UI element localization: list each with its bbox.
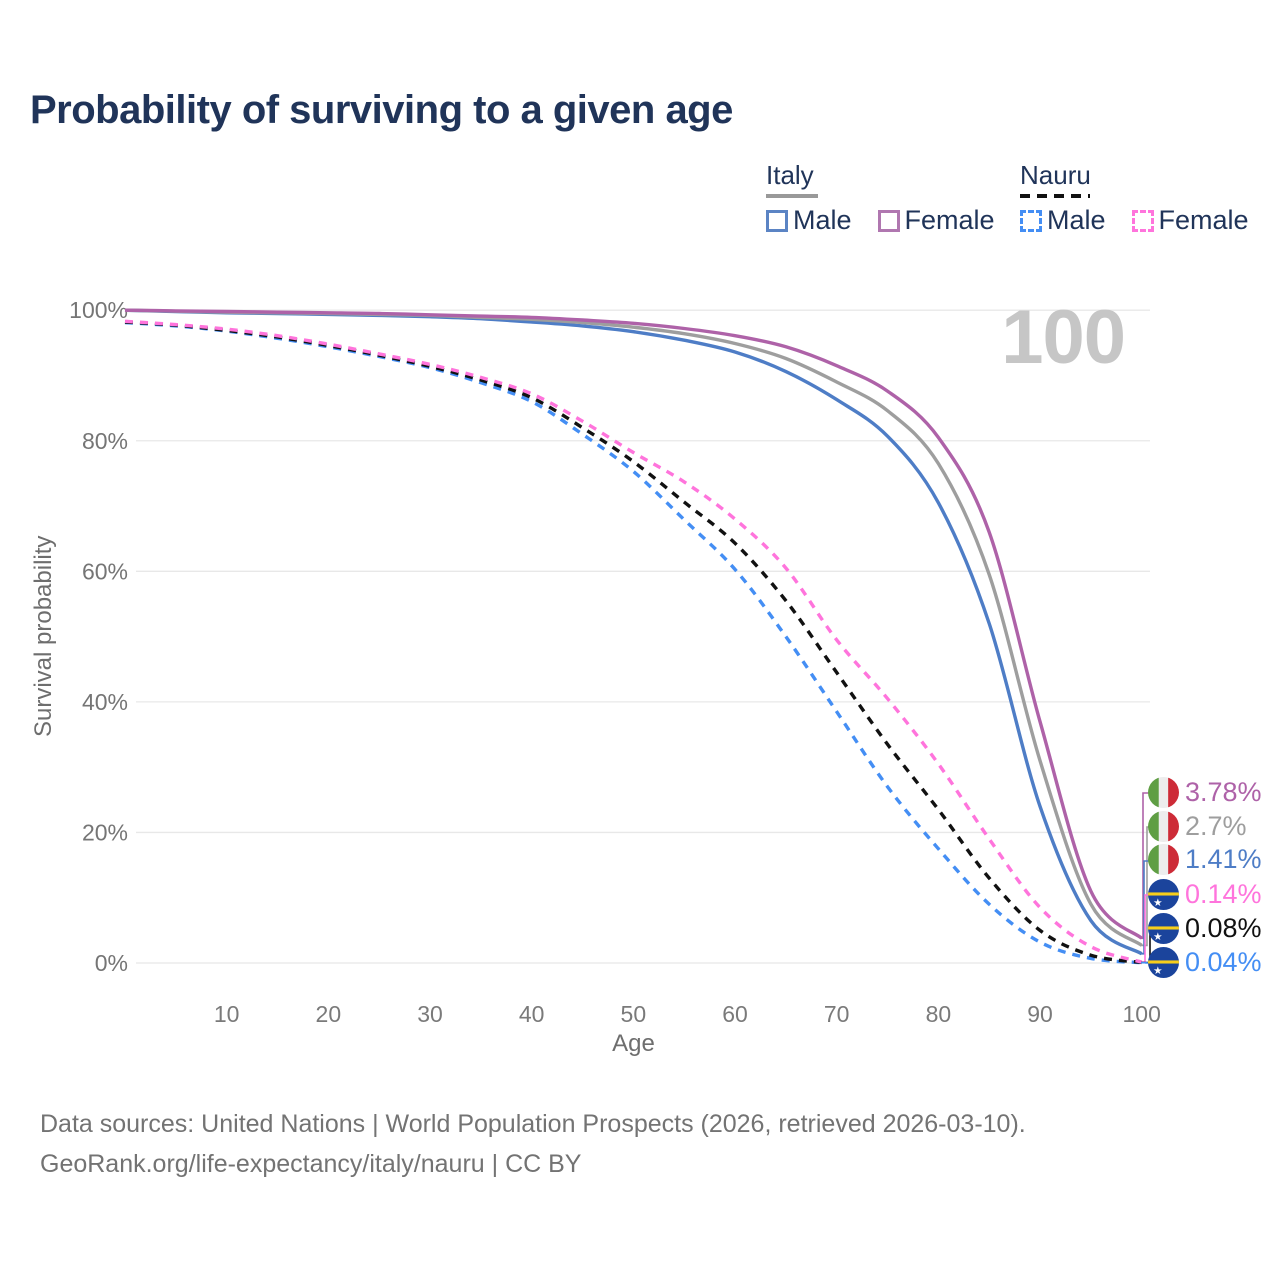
x-tick-label: 10	[214, 1001, 240, 1027]
leader-line-italy-male	[1141, 860, 1152, 955]
legend-group-label-italy: Italy	[766, 160, 814, 190]
legend-group-italy: Italy Male Female	[766, 160, 995, 236]
nauru-flag-icon: ★	[1148, 947, 1179, 978]
end-label-value: 2.7%	[1185, 811, 1247, 841]
end-label-value: 1.41%	[1185, 844, 1262, 874]
curve-italy-male[interactable]	[124, 308, 1143, 956]
x-tick-label: 80	[926, 1001, 952, 1027]
y-axis-title: Survival probability	[30, 535, 57, 738]
x-tick-label: 60	[722, 1001, 748, 1027]
age-watermark: 100	[1001, 295, 1126, 380]
end-label-italy-both: 2.7%	[1148, 811, 1247, 842]
italy-flag-icon	[1148, 844, 1179, 875]
x-tick-label: 30	[417, 1001, 443, 1027]
legend-item-label: Female	[1158, 205, 1249, 235]
svg-text:★: ★	[1153, 898, 1162, 909]
legend-item-nauru-female[interactable]: Female	[1131, 205, 1249, 236]
y-tick-label: 20%	[82, 819, 128, 845]
x-tick-label: 50	[621, 1001, 647, 1027]
y-tick-label: 40%	[82, 689, 128, 715]
y-tick-label: 80%	[82, 428, 128, 454]
legend-item-italy-female[interactable]: Female	[877, 205, 995, 236]
x-tick-label: 20	[316, 1001, 342, 1027]
x-tick-label: 70	[824, 1001, 850, 1027]
italy-flag-icon	[1148, 811, 1179, 842]
end-label-nauru-female: ★ 0.14%	[1148, 879, 1262, 910]
legend-swatch-italy-male[interactable]	[766, 209, 788, 232]
end-label-italy-male: 1.41%	[1148, 844, 1262, 875]
legend-item-label: Male	[793, 205, 852, 235]
nauru-flag-icon: ★	[1148, 879, 1179, 910]
svg-text:★: ★	[1153, 966, 1162, 977]
data-source-line: Data sources: United Nations | World Pop…	[40, 1110, 1026, 1138]
y-tick-label: 100%	[69, 297, 128, 323]
legend-swatch-nauru-female[interactable]	[1131, 209, 1154, 232]
leader-line-italy-female	[1141, 792, 1152, 940]
legend-swatch-italy-female[interactable]	[877, 209, 900, 232]
x-tick-label: 40	[519, 1001, 545, 1027]
svg-text:★: ★	[1153, 932, 1162, 943]
y-tick-label: 0%	[95, 950, 128, 976]
x-tick-label: 100	[1123, 1001, 1161, 1027]
legend-item-nauru-male[interactable]: Male	[1020, 205, 1106, 236]
end-label-nauru-both: ★ 0.08%	[1148, 913, 1262, 944]
y-tick-label: 60%	[82, 558, 128, 584]
legend-swatch-nauru-male[interactable]	[1020, 209, 1042, 232]
legend-underline-nauru	[1020, 194, 1090, 198]
page-title: Probability of surviving to a given age	[30, 88, 733, 132]
end-label-value: 3.78%	[1185, 777, 1262, 807]
end-label-value: 0.04%	[1185, 947, 1262, 977]
legend-underline-italy	[766, 194, 818, 198]
legend-item-label: Female	[904, 205, 995, 235]
legend-item-italy-male[interactable]: Male	[766, 205, 852, 236]
attribution-footer: Data sources: United Nations | World Pop…	[40, 1104, 1026, 1184]
curve-italy-female[interactable]	[124, 308, 1143, 940]
end-label-nauru-male: ★ 0.04%	[1148, 947, 1262, 978]
legend-item-label: Male	[1047, 205, 1106, 235]
curve-nauru-female[interactable]	[124, 319, 1143, 964]
nauru-flag-icon: ★	[1148, 913, 1179, 944]
legend-group-label-nauru: Nauru	[1020, 160, 1091, 190]
end-label-italy-female: 3.78%	[1148, 777, 1262, 808]
license-line: GeoRank.org/life-expectancy/italy/nauru …	[40, 1150, 582, 1178]
x-tick-label: 90	[1027, 1001, 1053, 1027]
italy-flag-icon	[1148, 777, 1179, 808]
curve-nauru-male[interactable]	[124, 320, 1142, 965]
end-label-value: 0.08%	[1185, 913, 1262, 943]
x-axis-title: Age	[612, 1030, 655, 1057]
legend-group-nauru: Nauru Male Female	[1020, 160, 1249, 236]
curve-nauru-both-sexes[interactable]	[124, 320, 1142, 965]
end-label-value: 0.14%	[1185, 879, 1262, 909]
